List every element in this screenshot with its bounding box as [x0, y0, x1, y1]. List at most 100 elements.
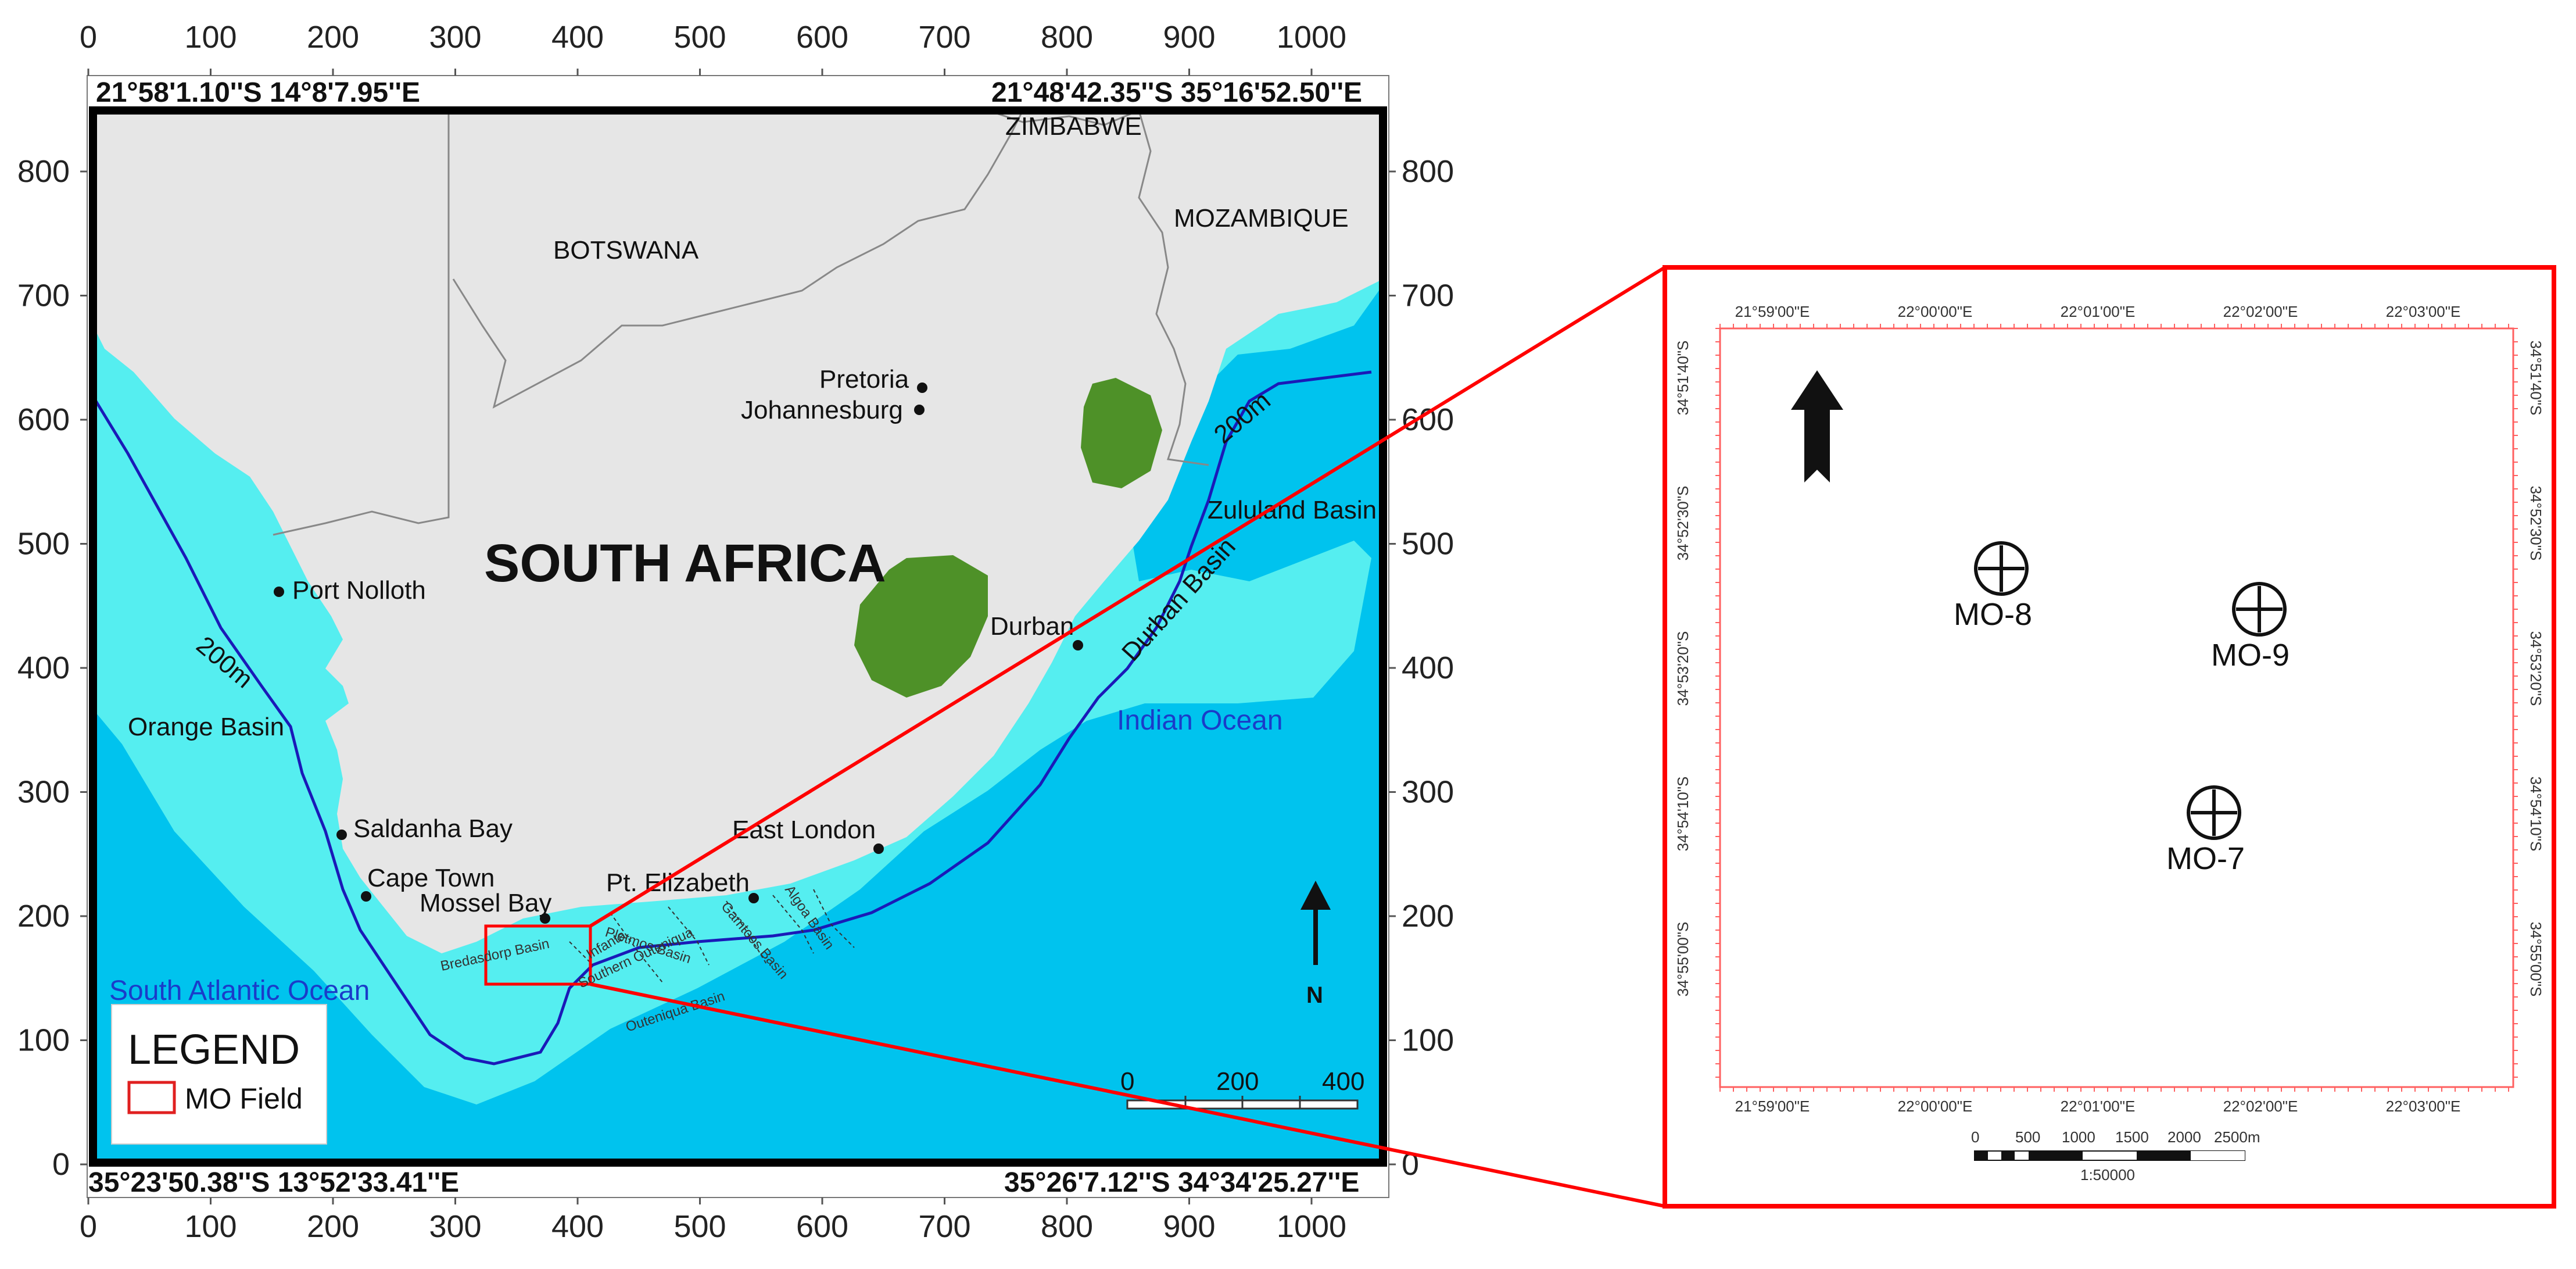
inset-bottom-tick-label: 22°00'00"E — [1898, 1098, 1973, 1115]
x-bottom-tick-label: 500 — [673, 1209, 726, 1244]
scale-tick-200: 200 — [1216, 1067, 1259, 1096]
x-top-tick-label: 200 — [307, 20, 359, 55]
coord-bottom-right: 35°26'7.12''S 34°34'25.27''E — [1004, 1167, 1359, 1198]
y-right-tick-label: 100 — [1402, 1023, 1454, 1058]
inset-bottom-tick-label: 22°03'00"E — [2386, 1098, 2461, 1115]
x-top-tick-label: 700 — [918, 20, 970, 55]
x-top-tick-label: 900 — [1163, 20, 1215, 55]
inset-top-tick-label: 22°03'00"E — [2386, 303, 2461, 320]
inset-top-tick-label: 21°59'00"E — [1735, 303, 1810, 320]
well-label-mo-7: MO-7 — [2166, 841, 2245, 876]
north-label: N — [1306, 982, 1323, 1008]
x-top-tick-label: 0 — [80, 20, 97, 55]
basin-boundaries — [569, 889, 855, 983]
inset-bottom-tick-label: 22°02'00"E — [2223, 1098, 2298, 1115]
north-arrow-icon — [1300, 881, 1331, 965]
y-right-tick-label: 300 — [1402, 775, 1454, 810]
inset-scale-0: 0 — [1971, 1128, 1979, 1146]
city-dot-mossel-bay — [540, 913, 550, 924]
city-dot-pt-elizabeth — [748, 893, 759, 903]
inset-left-tick-label: 34°54'10"S — [1674, 777, 1692, 852]
inset-left-tick-label: 34°52'30"S — [1674, 486, 1692, 561]
eswatini-enclave — [1081, 378, 1162, 488]
x-top-tick-label: 100 — [184, 20, 237, 55]
x-bottom-tick-label: 200 — [307, 1209, 359, 1244]
lesotho-enclave — [854, 555, 988, 698]
inset-scale-1000: 1000 — [2062, 1128, 2095, 1146]
label-zimbabwe: ZIMBABWE — [1005, 112, 1142, 141]
inset-top-tick-label: 22°01'00"E — [2061, 303, 2136, 320]
inset-scale-2500m: 2500m — [2214, 1128, 2260, 1146]
y-right-tick-label: 600 — [1402, 402, 1454, 437]
border-botswana-west — [273, 110, 450, 536]
y-right-tick-label: 200 — [1402, 899, 1454, 934]
label-johannesburg: Johannesburg — [741, 396, 903, 424]
city-dot-johannesburg — [914, 405, 925, 415]
city-dot-cape-town — [361, 891, 371, 902]
inset-right-tick-label: 34°53'20"S — [2527, 631, 2545, 706]
y-right-tick-label: 500 — [1402, 527, 1454, 562]
legend-title: LEGEND — [128, 1027, 300, 1073]
x-bottom-tick-label: 300 — [429, 1209, 481, 1244]
x-bottom-tick-label: 100 — [184, 1209, 237, 1244]
legend-item-label: MO Field — [185, 1082, 303, 1115]
city-dot-port-nolloth — [274, 587, 284, 597]
coord-top-left: 21°58'1.10''S 14°8'7.95''E — [96, 77, 420, 108]
inset-scale-500: 500 — [2015, 1128, 2040, 1146]
city-markers — [274, 383, 1083, 924]
x-bottom-tick-label: 0 — [80, 1209, 97, 1244]
inset-scale-1500: 1500 — [2115, 1128, 2149, 1146]
label-saldanha-bay: Saldanha Bay — [353, 814, 513, 843]
land-area — [93, 110, 1383, 953]
y-left-tick-label: 700 — [17, 278, 70, 313]
city-dot-saldanha — [336, 830, 347, 840]
inset-scale-bar: 0 500 1000 1500 2000 2500m 1:50000 — [1971, 1128, 2260, 1184]
scale-tick-400: 400 — [1322, 1067, 1364, 1096]
inset-top-tick-label: 22°02'00"E — [2223, 303, 2298, 320]
legend: LEGEND MO Field — [111, 1004, 327, 1145]
label-zululand-basin: Zululand Basin — [1208, 496, 1377, 524]
x-top-tick-label: 500 — [673, 20, 726, 55]
inset-right-tick-label: 34°54'10"S — [2527, 777, 2545, 852]
inset-north-arrow-icon — [1791, 370, 1843, 482]
x-top-tick-label: 300 — [429, 20, 481, 55]
well-mo-9[interactable]: MO-9 — [2211, 582, 2290, 673]
label-port-nolloth: Port Nolloth — [292, 576, 426, 605]
inset-left-tick-label: 34°53'20"S — [1674, 631, 1692, 706]
inset-left-tick-label: 34°55'00"S — [1674, 922, 1692, 997]
inset-bottom-tick-label: 21°59'00"E — [1735, 1098, 1810, 1115]
coord-top-right: 21°48'42.35''S 35°16'52.50''E — [991, 77, 1362, 108]
x-bottom-tick-label: 700 — [918, 1209, 970, 1244]
x-top-tick-label: 400 — [551, 20, 604, 55]
well-mo-7[interactable]: MO-7 — [2166, 785, 2245, 876]
x-bottom-tick-label: 900 — [1163, 1209, 1215, 1244]
inset-right-tick-label: 34°51'40"S — [2527, 341, 2545, 416]
x-top-tick-label: 800 — [1041, 20, 1093, 55]
label-mossel-bay: Mossel Bay — [420, 889, 551, 917]
scale-tick-0: 0 — [1120, 1067, 1134, 1096]
map-panel: ZIMBABWE BOTSWANA MOZAMBIQUE SOUTH AFRIC… — [89, 106, 1387, 1167]
inset-map-frame — [1719, 327, 2514, 1088]
border-zimbabwe — [987, 109, 1140, 126]
y-right-tick-label: 700 — [1402, 278, 1454, 313]
x-top-tick-label: 1000 — [1277, 20, 1346, 55]
y-left-tick-label: 600 — [17, 402, 70, 437]
inset-tick-marks: 21°59'00"E 22°00'00"E 22°01'00"E 22°02'00"E… — [1674, 303, 2545, 1115]
coord-bottom-left: 35°23'50.38''S 13°52'33.41''E — [88, 1167, 459, 1198]
connector-bottom — [590, 982, 1665, 1208]
y-right-tick-label: 800 — [1402, 154, 1454, 189]
well-mo-8[interactable]: MO-8 — [1954, 541, 2032, 632]
y-left-tick-label: 200 — [17, 899, 70, 934]
mo-field-box[interactable] — [484, 924, 592, 986]
map-scale-bar: 0 200 400 — [1120, 1067, 1364, 1110]
label-east-london: East London — [732, 816, 876, 844]
label-durban: Durban — [990, 612, 1074, 641]
label-pretoria: Pretoria — [819, 365, 909, 394]
map-outer-frame — [87, 75, 1389, 1198]
label-south-atlantic-ocean: South Atlantic Ocean — [109, 975, 370, 1006]
y-axis-left: 0 100 200 300 400 500 600 700 800 — [17, 154, 87, 1182]
legend-swatch — [127, 1081, 176, 1114]
connector-top — [589, 266, 1666, 928]
label-orange-basin: Orange Basin — [128, 713, 284, 741]
